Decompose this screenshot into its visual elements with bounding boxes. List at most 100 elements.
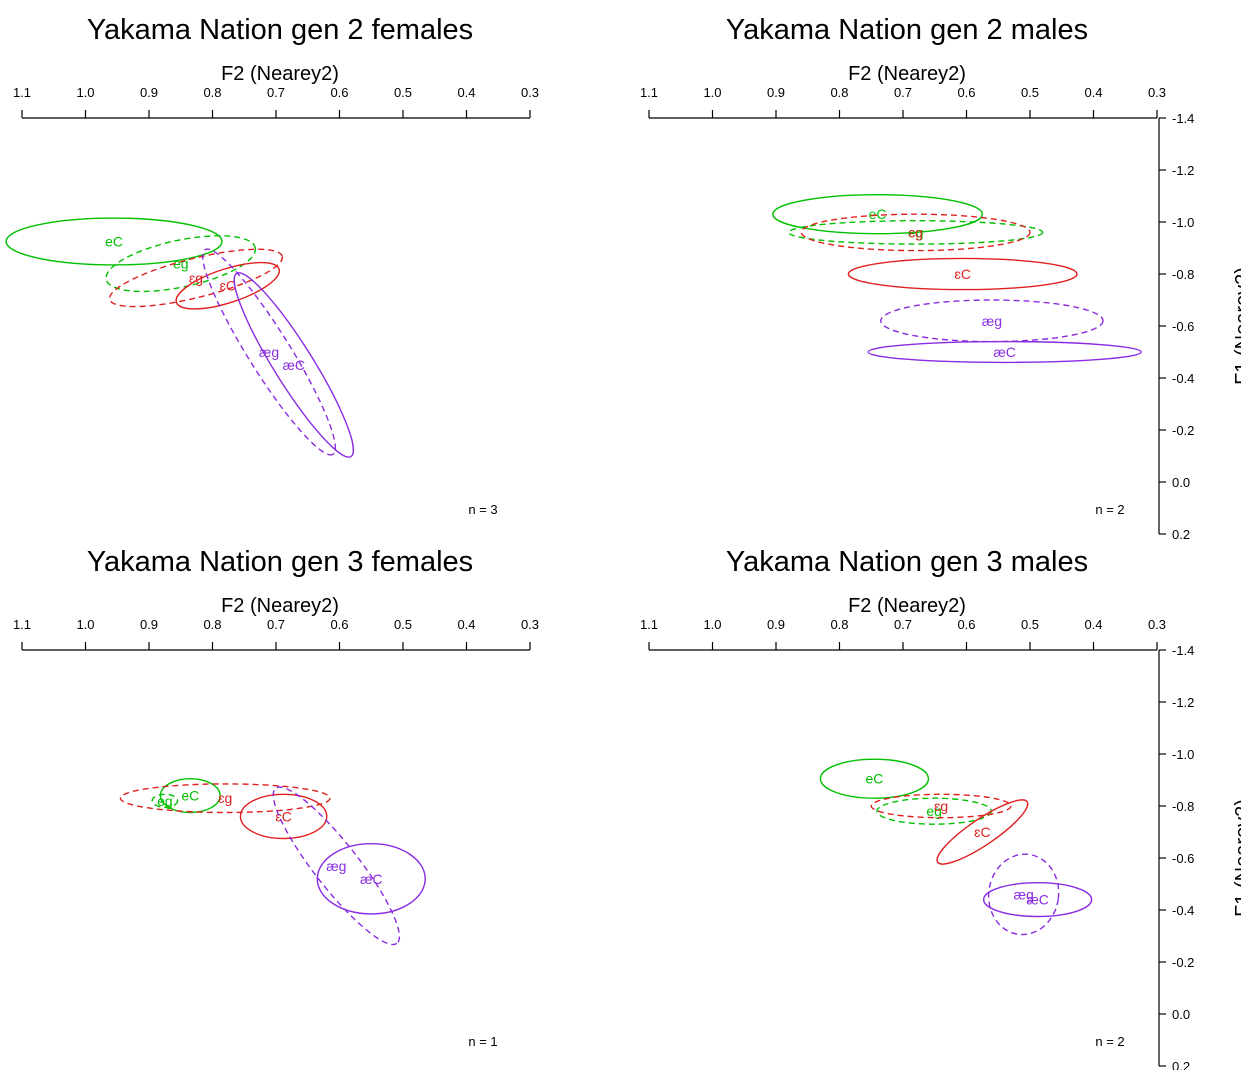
vowel-label-æC: æC xyxy=(282,357,305,373)
x-tick-label: 0.5 xyxy=(394,85,412,100)
ellipse-eC xyxy=(819,758,930,799)
x-axis-label: F2 (Nearey2) xyxy=(221,63,339,85)
chart-title: Yakama Nation gen 2 females xyxy=(87,14,473,46)
chart-title: Yakama Nation gen 2 males xyxy=(726,14,1088,46)
sample-size-label: n = 2 xyxy=(1095,502,1124,517)
x-tick-label: 1.0 xyxy=(703,617,721,632)
y-tick-label: -1.4 xyxy=(1172,111,1194,126)
ellipse-ɛg-dashed xyxy=(119,783,331,814)
x-tick-label: 0.7 xyxy=(894,85,912,100)
ellipse-eg-dashed xyxy=(788,219,1044,245)
ellipse-eC xyxy=(159,778,221,814)
vowel-label-ɛg: ɛg xyxy=(934,798,948,814)
x-axis-label: F2 (Nearey2) xyxy=(848,595,966,617)
x-tick-label: 0.8 xyxy=(830,617,848,632)
x-tick-label: 0.5 xyxy=(1021,617,1039,632)
x-tick-label: 0.3 xyxy=(1148,85,1166,100)
chart-panel-2: Yakama Nation gen 2 males F2 (Nearey2) 1.1… xyxy=(640,14,1241,542)
vowel-label-eC: eC xyxy=(181,788,199,804)
y-tick-label: -0.2 xyxy=(1172,955,1194,970)
ellipse-æg-dashed xyxy=(201,248,337,456)
x-tick-label: 0.4 xyxy=(457,617,475,632)
x-tick-label: 1.0 xyxy=(703,85,721,100)
vowel-label-ɛg: ɛg xyxy=(909,224,923,240)
vowel-label-æg: æg xyxy=(326,858,346,874)
vowel-label-eg: eg xyxy=(908,224,924,240)
ellipse-ɛg-dashed xyxy=(108,248,284,308)
chart-title: Yakama Nation gen 3 males xyxy=(726,546,1088,578)
vowel-label-æC: æC xyxy=(993,344,1016,360)
x-tick-label: 0.4 xyxy=(1084,85,1102,100)
x-tick-label: 1.1 xyxy=(13,85,31,100)
y-tick-label: -1.0 xyxy=(1172,747,1194,762)
ellipse-æC xyxy=(233,272,355,458)
x-axis-label: F2 (Nearey2) xyxy=(848,63,966,85)
sample-size-label: n = 3 xyxy=(468,502,497,517)
x-tick-label: 1.1 xyxy=(13,617,31,632)
x-tick-label: 1.1 xyxy=(640,617,658,632)
x-tick-label: 0.3 xyxy=(1148,617,1166,632)
y-tick-label: 0.2 xyxy=(1172,527,1190,542)
ellipse-æC xyxy=(982,882,1093,918)
vowel-label-ɛg: ɛg xyxy=(218,790,232,806)
x-tick-label: 1.0 xyxy=(76,85,94,100)
x-tick-label: 0.7 xyxy=(267,617,285,632)
y-tick-label: -1.2 xyxy=(1172,163,1194,178)
vowel-label-æg: æg xyxy=(259,344,279,360)
y-tick-label: -0.8 xyxy=(1172,267,1194,282)
x-tick-label: 0.3 xyxy=(521,617,539,632)
x-tick-label: 0.9 xyxy=(767,85,785,100)
chart-panel-3: Yakama Nation gen 3 females F2 (Nearey2) 1… xyxy=(13,546,539,1049)
vowel-label-æC: æC xyxy=(1026,892,1049,908)
x-tick-label: 0.5 xyxy=(394,617,412,632)
x-tick-label: 0.6 xyxy=(957,85,975,100)
y-tick-label: 0.2 xyxy=(1172,1059,1190,1070)
y-tick-label: -0.4 xyxy=(1172,371,1194,386)
chart-panel-1: Yakama Nation gen 2 females F2 (Nearey2) 1… xyxy=(5,14,539,517)
x-tick-label: 0.8 xyxy=(830,85,848,100)
vowel-label-ɛg: ɛg xyxy=(189,270,203,286)
y-tick-label: -0.6 xyxy=(1172,851,1194,866)
vowel-label-eC: eC xyxy=(865,771,883,787)
x-tick-label: 0.4 xyxy=(457,85,475,100)
y-tick-label: -0.8 xyxy=(1172,799,1194,814)
vowel-label-ɛC: ɛC xyxy=(275,808,292,824)
ellipse-æC xyxy=(316,842,426,915)
x-tick-label: 0.8 xyxy=(203,617,221,632)
y-tick-label: -1.0 xyxy=(1172,215,1194,230)
x-tick-label: 0.5 xyxy=(1021,85,1039,100)
ellipse-ɛC xyxy=(936,799,1029,865)
ellipse-æg-dashed xyxy=(880,299,1104,343)
y-tick-label: -0.2 xyxy=(1172,423,1194,438)
vowel-label-æC: æC xyxy=(360,871,383,887)
vowel-label-ɛC: ɛC xyxy=(974,824,991,840)
vowel-label-eg: eg xyxy=(173,256,189,272)
y-tick-label: -0.6 xyxy=(1172,319,1194,334)
x-tick-label: 0.6 xyxy=(330,617,348,632)
x-tick-label: 0.9 xyxy=(140,85,158,100)
y-axis-label: F1 (Nearey2) xyxy=(1232,799,1241,917)
chart-title: Yakama Nation gen 3 females xyxy=(87,546,473,578)
y-tick-label: -1.4 xyxy=(1172,643,1194,658)
ellipse-ɛg-dashed xyxy=(800,213,1031,252)
x-tick-label: 0.8 xyxy=(203,85,221,100)
x-tick-label: 0.3 xyxy=(521,85,539,100)
y-tick-label: 0.0 xyxy=(1172,475,1190,490)
ellipse-ɛC xyxy=(175,261,281,310)
y-tick-label: -0.4 xyxy=(1172,903,1194,918)
ellipse-eg-dashed xyxy=(151,793,179,808)
x-tick-label: 0.9 xyxy=(767,617,785,632)
vowel-label-eg: eg xyxy=(157,793,173,809)
x-tick-label: 0.4 xyxy=(1084,617,1102,632)
ellipse-æg-dashed xyxy=(987,853,1060,936)
vowel-label-eC: eC xyxy=(105,234,123,250)
vowel-label-æg: æg xyxy=(982,313,1002,329)
ellipse-eC xyxy=(772,193,984,235)
x-tick-label: 0.7 xyxy=(267,85,285,100)
sample-size-label: n = 2 xyxy=(1095,1034,1124,1049)
sample-size-label: n = 1 xyxy=(468,1034,497,1049)
vowel-label-æg: æg xyxy=(1014,886,1034,902)
x-tick-label: 0.9 xyxy=(140,617,158,632)
y-tick-label: -1.2 xyxy=(1172,695,1194,710)
